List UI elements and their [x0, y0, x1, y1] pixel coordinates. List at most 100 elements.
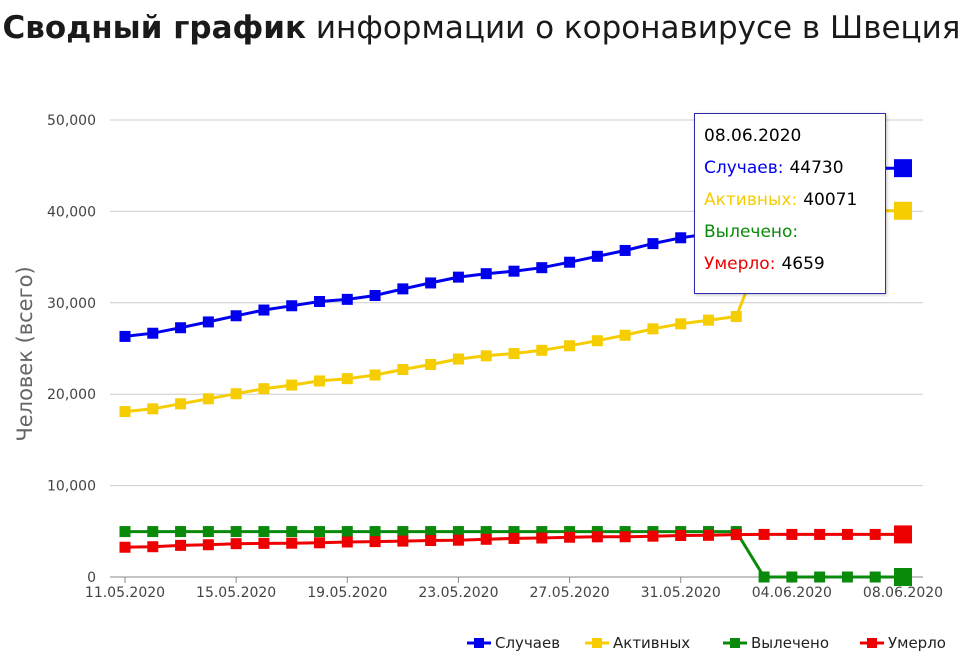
data-point-recovered: [147, 526, 159, 538]
y-tick-label: 40,000: [47, 204, 96, 220]
x-tick-label: 23.05.2020: [418, 585, 498, 601]
data-point-deaths: [230, 538, 242, 550]
data-point-cases: [147, 327, 159, 339]
data-point-recovered: [341, 526, 353, 538]
data-point-recovered: [452, 526, 464, 538]
data-point-deaths: [452, 534, 464, 546]
data-point-recovered: [175, 526, 187, 538]
data-point-cases: [314, 295, 325, 307]
data-point-recovered: [786, 571, 798, 583]
data-point-deaths: [508, 532, 520, 544]
data-point-deaths: [647, 530, 659, 542]
data-point-deaths: [119, 541, 131, 553]
x-tick-label: 19.05.2020: [307, 585, 387, 601]
data-point-recovered: [814, 571, 826, 583]
x-tick-label: 11.05.2020: [85, 585, 165, 601]
data-point-cases: [647, 238, 659, 250]
data-point-active: [703, 314, 714, 326]
tooltip-date: 08.06.2020: [704, 126, 802, 146]
data-point-deaths: [536, 532, 548, 544]
data-point-cases: [341, 293, 353, 305]
legend-label: Активных: [613, 634, 690, 652]
data-point-cases: [564, 256, 576, 268]
data-point-recovered: [841, 571, 853, 583]
data-point-deaths: [758, 528, 770, 540]
chart-title-rest: информации о коронавирусе в Швеция: [315, 10, 961, 46]
data-point-cases: [119, 330, 131, 342]
data-point-deaths: [786, 528, 798, 540]
data-point-cases: [286, 300, 298, 312]
data-point-recovered: [758, 571, 770, 583]
legend-item-recovered: Вылечено: [723, 634, 829, 652]
data-point-cases: [425, 277, 437, 289]
data-point-active: [647, 323, 659, 335]
data-point-recovered: [286, 526, 298, 538]
data-point-active: [397, 364, 409, 376]
x-tick-label: 27.05.2020: [529, 585, 609, 601]
chart-title-bold: Сводный график: [2, 10, 307, 46]
data-point-cases: [452, 271, 464, 283]
data-point-recovered: [397, 526, 409, 538]
data-point-active: [202, 393, 214, 405]
data-point-cases: [619, 244, 631, 256]
y-axis-ticks: 0 10,000 20,000 30,000 40,000 50,000: [47, 113, 96, 586]
data-point-active: [341, 373, 353, 385]
data-point-active: [175, 398, 187, 410]
data-point-recovered: [258, 526, 270, 538]
legend-label: Умерло: [888, 634, 946, 652]
tooltip-row-recovered: Вылечено:: [704, 220, 885, 252]
legend-label: Случаев: [495, 634, 560, 652]
data-point-cases: [591, 250, 603, 262]
x-axis: 11.05.2020 15.05.2020 19.05.2020 23.05.2020…: [85, 577, 943, 601]
y-tick-label: 10,000: [47, 479, 96, 495]
chart-title: Сводный график информации о коронавирусе…: [0, 6, 963, 50]
x-tick-label: 08.06.2020: [863, 585, 943, 601]
tooltip-label: Умерло:: [704, 254, 776, 274]
legend-item-active: Активных: [585, 634, 690, 652]
data-point-active: [286, 379, 298, 391]
tooltip-value: 40071: [803, 190, 858, 210]
data-point-cases: [536, 262, 548, 274]
data-point-recovered: [480, 526, 492, 538]
data-point-cases: [480, 268, 492, 280]
data-point-recovered: [314, 526, 325, 538]
tooltip-label: Случаев:: [704, 158, 784, 178]
data-point-recovered: [536, 526, 548, 538]
data-point-cases: [258, 304, 270, 316]
data-point-deaths: [147, 541, 159, 553]
data-point-deaths: [314, 537, 325, 549]
data-point-active: [258, 383, 270, 395]
data-point-deaths: [730, 529, 742, 541]
data-point-deaths: [397, 535, 409, 547]
data-point-active: [564, 340, 576, 352]
data-point-cases: [202, 316, 214, 328]
data-point-deaths: [202, 539, 214, 551]
data-point-active: [119, 406, 131, 418]
data-point-deaths: [675, 529, 687, 541]
legend-marker: [730, 638, 740, 648]
x-tick-label: 15.05.2020: [196, 585, 276, 601]
data-point-recovered: [564, 526, 576, 538]
data-point-active: [480, 350, 492, 362]
data-point-deaths: [564, 531, 576, 543]
data-point-recovered: [508, 526, 520, 538]
data-point-active: [508, 348, 520, 360]
data-point-cases: [675, 232, 687, 244]
y-axis-label: Человек (всего): [13, 266, 37, 441]
data-point-active: [314, 375, 325, 387]
data-point-deaths: [591, 531, 603, 543]
data-point-active: [591, 335, 603, 347]
data-point-deaths: [841, 528, 853, 540]
data-point-active: [452, 353, 464, 365]
tooltip: 08.06.2020 Случаев: 44730 Активных: 40071 Вы…: [694, 113, 886, 294]
x-tick-label: 04.06.2020: [752, 585, 832, 601]
data-point-deaths: [341, 536, 353, 548]
data-point-recovered: [369, 526, 381, 538]
legend-marker: [867, 638, 877, 648]
data-point-recovered: [119, 526, 131, 538]
data-point-recovered: [202, 526, 214, 538]
data-point-recovered: [425, 526, 437, 538]
tooltip-value: 4659: [781, 254, 825, 274]
legend-label: Вылечено: [751, 634, 829, 652]
tooltip-row-active: Активных: 40071: [704, 188, 885, 220]
